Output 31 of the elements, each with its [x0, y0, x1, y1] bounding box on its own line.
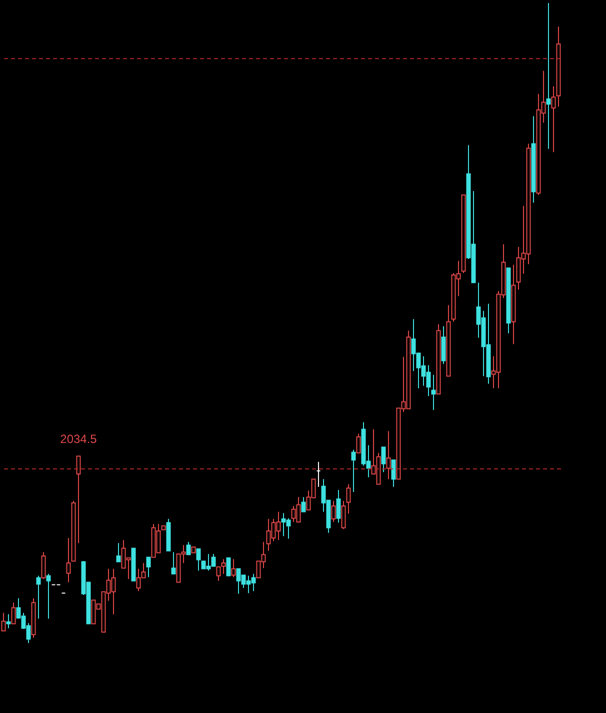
- candlestick: [116, 542, 121, 562]
- candlestick: [216, 566, 221, 582]
- candlestick: [36, 575, 41, 620]
- candlestick: [391, 459, 396, 488]
- candlestick: [351, 449, 356, 492]
- candlestick: [546, 2, 551, 150]
- candlestick: [231, 558, 236, 578]
- annotation: 2034.5: [60, 432, 98, 446]
- candlestick: [301, 496, 306, 512]
- candlestick: [336, 490, 341, 524]
- candlestick: [346, 484, 351, 514]
- candlestick: [551, 86, 556, 153]
- candlestick: [386, 430, 391, 480]
- candlestick: [171, 552, 176, 574]
- candlestick: [381, 446, 386, 473]
- candlestick: [356, 433, 361, 454]
- candlestick: [226, 557, 231, 576]
- candlestick: [341, 500, 346, 530]
- candlestick: [441, 326, 446, 364]
- candlestick: [221, 558, 226, 574]
- candlestick: [66, 538, 71, 583]
- candlestick: [76, 456, 81, 544]
- candlestick: [6, 614, 11, 629]
- candlestick: [186, 541, 191, 556]
- candlestick: [46, 573, 51, 620]
- candlestick: [41, 552, 46, 580]
- candlestick: [146, 556, 151, 578]
- candlestick: [431, 374, 436, 411]
- candlestick: [196, 548, 201, 572]
- candlestick: [331, 500, 336, 523]
- candlestick: [11, 602, 16, 624]
